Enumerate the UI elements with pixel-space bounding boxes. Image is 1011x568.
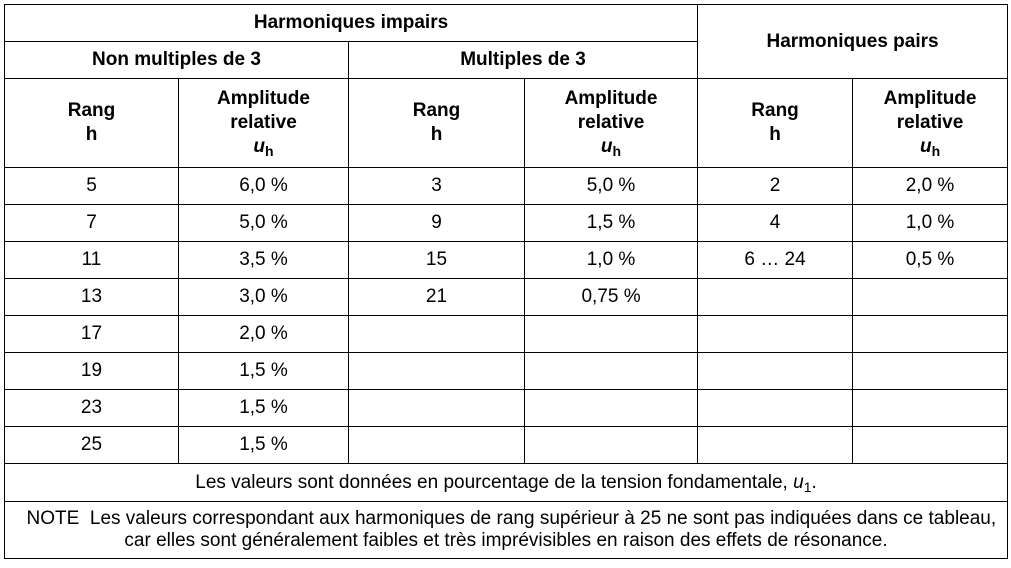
rank-cell: 9 [348, 204, 525, 242]
amplitude-cell [852, 389, 1009, 427]
table-row: 25 1,5 % [4, 426, 1009, 464]
amplitude-cell [852, 278, 1009, 316]
amplitude-cell: 1,5 % [523, 204, 699, 242]
note-label: NOTE [26, 508, 80, 529]
amplitude-cell [523, 426, 699, 464]
amplitude-cell: 0,5 % [852, 241, 1009, 279]
rank-cell: 7 [4, 204, 179, 242]
amplitude-cell [852, 426, 1009, 464]
table-row: 13 3,0 % 21 0,75 % [4, 278, 1009, 316]
rank-cell: 21 [348, 278, 525, 316]
rank-cell [348, 352, 525, 390]
table-row: 19 1,5 % [4, 352, 1009, 390]
header-even-harmonics: Harmoniques pairs [697, 4, 1009, 79]
rank-cell: 2 [697, 167, 854, 205]
amplitude-cell: 1,5 % [178, 389, 349, 427]
rank-cell: 15 [348, 241, 525, 279]
rank-cell: 3 [348, 167, 525, 205]
rank-cell: 23 [4, 389, 179, 427]
amplitude-cell: 1,5 % [178, 426, 349, 464]
rank-cell: 13 [4, 278, 179, 316]
rank-cell [697, 315, 854, 353]
header-non-multiples-of-3: Non multiples de 3 [4, 41, 349, 79]
rank-cell: 19 [4, 352, 179, 390]
header-amplitude-3: Amplitude relative uh [852, 78, 1009, 168]
rank-cell [348, 315, 525, 353]
table-row: 7 5,0 % 9 1,5 % 4 1,0 % [4, 204, 1009, 242]
rank-cell: 25 [4, 426, 179, 464]
header-amplitude-1: Amplitude relative uh [178, 78, 349, 168]
footnote: NOTE Les valeurs correspondant aux harmon… [3, 501, 1009, 559]
note-text: Les valeurs correspondant aux harmonique… [89, 508, 997, 551]
header-amplitude-2: Amplitude relative uh [523, 78, 699, 168]
header-rank-1: Rang h [4, 78, 179, 168]
amplitude-cell [523, 352, 699, 390]
amplitude-cell: 6,0 % [178, 167, 349, 205]
amplitude-cell [852, 352, 1009, 390]
amplitude-cell: 5,0 % [178, 204, 349, 242]
rank-cell: 17 [4, 315, 179, 353]
amplitude-cell: 2,0 % [852, 167, 1009, 205]
amplitude-cell: 1,0 % [523, 241, 699, 279]
rank-cell [348, 426, 525, 464]
amplitude-cell: 5,0 % [523, 167, 699, 205]
rank-cell: 6 … 24 [697, 241, 854, 279]
amplitude-cell: 1,5 % [178, 352, 349, 390]
rank-cell [697, 389, 854, 427]
values-note: Les valeurs sont données en pourcentage … [3, 463, 1009, 502]
header-multiples-of-3: Multiples de 3 [347, 41, 699, 79]
header-odd-harmonics: Harmoniques impairs [3, 4, 699, 42]
amplitude-cell: 3,5 % [178, 241, 349, 279]
amplitude-cell: 3,0 % [178, 278, 349, 316]
rank-cell [697, 278, 854, 316]
header-rank-3: Rang h [697, 78, 854, 168]
rank-cell: 5 [4, 167, 179, 205]
table-row: 23 1,5 % [4, 389, 1009, 427]
rank-cell: 11 [4, 241, 179, 279]
table-row: 11 3,5 % 15 1,0 % 6 … 24 0,5 % [4, 241, 1009, 279]
table-row: 17 2,0 % [4, 315, 1009, 353]
rank-cell: 4 [697, 204, 854, 242]
rank-cell [697, 352, 854, 390]
amplitude-cell: 1,0 % [852, 204, 1009, 242]
amplitude-cell: 0,75 % [523, 278, 699, 316]
rank-cell [697, 426, 854, 464]
header-rank-2: Rang h [348, 78, 525, 168]
rank-cell [348, 389, 525, 427]
table-row: 5 6,0 % 3 5,0 % 2 2,0 % [4, 167, 1009, 205]
amplitude-cell [852, 315, 1009, 353]
amplitude-cell [523, 389, 699, 427]
amplitude-cell [523, 315, 699, 353]
harmonics-table: Harmoniques impairs Harmoniques pairs No… [3, 4, 1009, 559]
amplitude-cell: 2,0 % [178, 315, 349, 353]
